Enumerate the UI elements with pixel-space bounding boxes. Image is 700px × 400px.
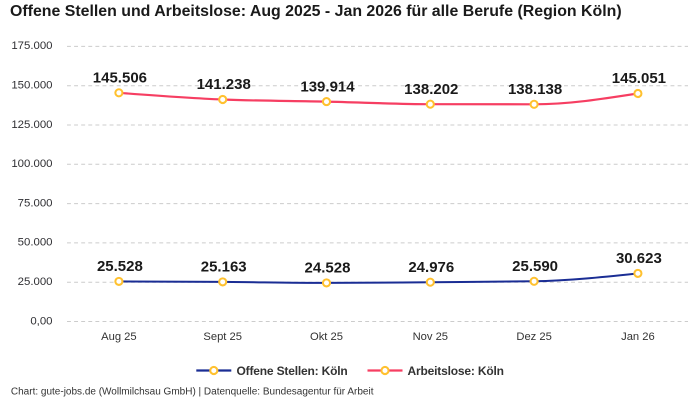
svg-text:145.506: 145.506 <box>93 70 147 87</box>
svg-text:0,00: 0,00 <box>30 315 52 327</box>
svg-text:Dez 25: Dez 25 <box>516 331 551 343</box>
svg-text:125.000: 125.000 <box>11 119 52 131</box>
svg-text:25.000: 25.000 <box>18 276 53 288</box>
svg-text:25.163: 25.163 <box>201 259 247 276</box>
svg-text:175.000: 175.000 <box>11 40 52 52</box>
svg-text:138.138: 138.138 <box>508 81 562 98</box>
svg-text:Offene Stellen und Arbeitslose: Offene Stellen und Arbeitslose: Aug 2025… <box>10 3 622 20</box>
svg-text:Okt 25: Okt 25 <box>310 331 343 343</box>
svg-text:138.202: 138.202 <box>404 81 458 98</box>
svg-text:145.051: 145.051 <box>612 70 666 87</box>
svg-text:Aug 25: Aug 25 <box>101 331 136 343</box>
svg-text:Arbeitslose: Köln: Arbeitslose: Köln <box>408 364 504 378</box>
svg-text:24.528: 24.528 <box>305 260 351 277</box>
svg-text:Nov 25: Nov 25 <box>413 331 448 343</box>
svg-text:Sept 25: Sept 25 <box>203 331 242 343</box>
svg-text:Chart: gute-jobs.de (Wollmilch: Chart: gute-jobs.de (Wollmilchsau GmbH) … <box>11 387 374 398</box>
svg-text:141.238: 141.238 <box>197 76 251 93</box>
svg-text:Offene Stellen: Köln: Offene Stellen: Köln <box>237 364 348 378</box>
svg-text:75.000: 75.000 <box>18 197 53 209</box>
svg-text:50.000: 50.000 <box>18 237 53 249</box>
svg-text:100.000: 100.000 <box>11 158 52 170</box>
svg-text:150.000: 150.000 <box>11 80 52 92</box>
svg-text:30.623: 30.623 <box>616 250 662 267</box>
svg-text:25.590: 25.590 <box>512 258 558 275</box>
svg-text:24.976: 24.976 <box>408 259 454 276</box>
svg-text:139.914: 139.914 <box>300 78 355 95</box>
svg-text:25.528: 25.528 <box>97 258 143 275</box>
svg-text:Jan 26: Jan 26 <box>621 331 655 343</box>
